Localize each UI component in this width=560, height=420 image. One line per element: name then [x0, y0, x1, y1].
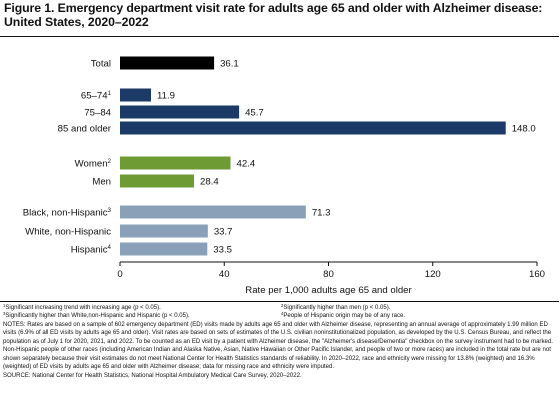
category-label-4: Women2 [75, 158, 112, 170]
value-label-6: 71.3 [312, 208, 331, 219]
bar-3 [120, 121, 506, 135]
footnotes: 1Significant increasing trend with incre… [3, 302, 557, 380]
bar-6 [120, 205, 306, 219]
footnote-4-marker: 4 [281, 311, 284, 317]
figure-title: Figure 1. Emergency department visit rat… [4, 1, 556, 29]
footnote-row-2: 3Significantly higher than White,non-His… [3, 312, 557, 320]
footnote-row-1: 1Significant increasing trend with incre… [3, 302, 557, 312]
value-label-3: 148.0 [512, 124, 536, 135]
footnote-1: 1Significant increasing trend with incre… [3, 302, 281, 312]
footnote-3-text: Significantly higher than White,non-Hisp… [5, 313, 190, 320]
chart-frame [0, 36, 559, 302]
value-label-2: 45.7 [245, 108, 264, 119]
value-label-1: 11.9 [157, 91, 175, 102]
bar-8 [120, 242, 208, 256]
value-label-5: 28.4 [200, 177, 219, 188]
x-tick-label-0: 0 [117, 269, 122, 280]
bar-2 [120, 105, 240, 119]
value-label-4: 42.4 [237, 159, 256, 170]
category-label-3: 85 and older [58, 124, 112, 135]
x-tick-label-3: 120 [425, 269, 441, 280]
footnote-3: 3Significantly higher than White,non-His… [3, 312, 281, 320]
figure-title-line-2: United States, 2020–2022 [4, 15, 149, 29]
footnote-1-marker: 1 [3, 302, 6, 308]
category-label-7: White, non-Hispanic [25, 227, 111, 238]
bar-7 [120, 224, 208, 238]
category-label-1: 65–741 [81, 90, 112, 102]
bar-chart: Total 36.1 65–741 11.9 75–84 45.7 85 and older… [23, 56, 545, 296]
x-axis-title: Rate per 1,000 adults age 65 and older [245, 285, 412, 296]
value-label-8: 33.5 [213, 245, 232, 256]
x-tick-label-1: 40 [219, 269, 230, 280]
value-label-7: 33.7 [214, 227, 233, 238]
footnote-2: 2Significantly higher than men (p < 0.05… [281, 302, 557, 312]
bar-0 [120, 56, 215, 70]
bar-1 [120, 88, 152, 102]
footnote-1-text: Significant increasing trend with increa… [5, 305, 161, 311]
category-label-2: 75–84 [84, 108, 111, 119]
figure-title-line-1: Figure 1. Emergency department visit rat… [4, 1, 543, 15]
category-label-5: Men [92, 177, 111, 188]
value-label-0: 36.1 [220, 59, 239, 70]
footnote-3-marker: 3 [3, 311, 6, 317]
footnote-2-text: Significantly higher than men (p < 0.05)… [283, 305, 391, 311]
category-label-0: Total [91, 59, 111, 70]
source-text: SOURCE: National Center for Health Stati… [3, 372, 302, 379]
notes-text: NOTES: Rates are based on a sample of 60… [3, 321, 553, 371]
category-label-8: Hispanic4 [71, 244, 112, 256]
footnote-4: 4People of Hispanic origin may be of any… [281, 312, 557, 320]
footnote-4-text: People of Hispanic origin may be of any … [283, 313, 406, 320]
x-tick-label-4: 160 [529, 269, 545, 280]
footnote-2-marker: 2 [281, 302, 284, 308]
bar-4 [120, 156, 231, 170]
category-label-6: Black, non-Hispanic3 [23, 207, 112, 219]
x-tick-label-2: 80 [323, 269, 334, 280]
bar-5 [120, 174, 195, 188]
